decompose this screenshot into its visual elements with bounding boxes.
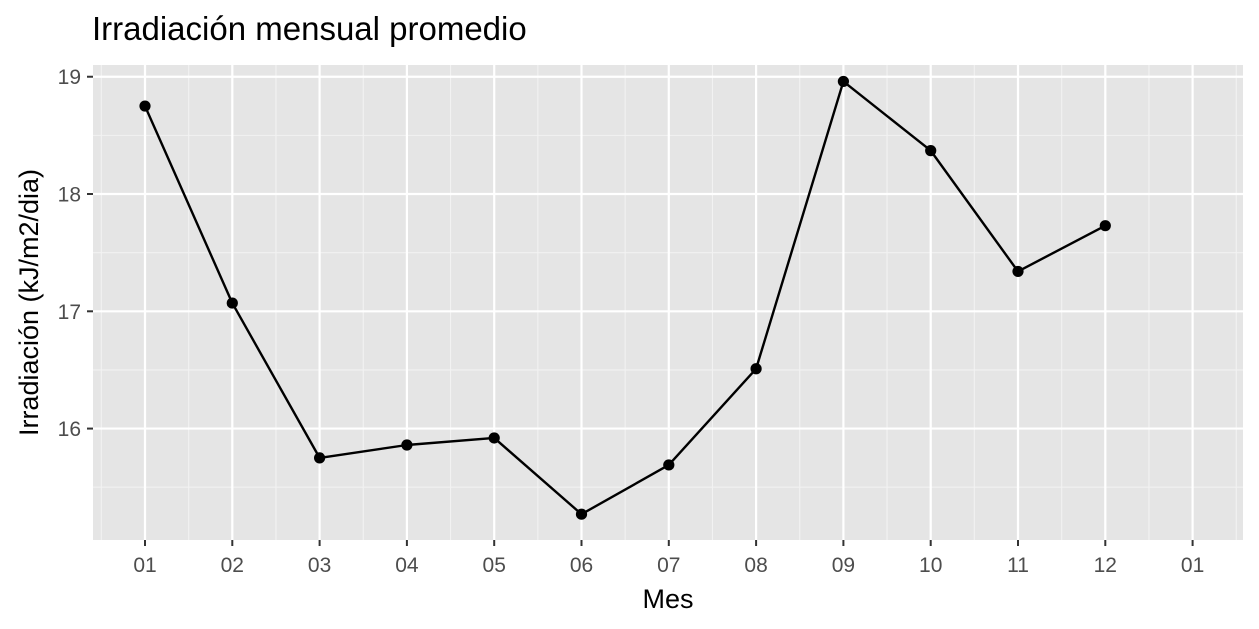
y-tick-label: 17: [58, 301, 81, 324]
x-tick-label: 11: [1007, 554, 1029, 577]
data-point: [139, 100, 151, 112]
x-tick-label: 03: [308, 554, 331, 577]
data-point: [925, 145, 937, 157]
x-tick-label: 05: [483, 554, 506, 577]
x-tick-label: 07: [657, 554, 680, 577]
x-tick-label: 06: [570, 554, 593, 577]
data-point: [488, 432, 500, 444]
data-point: [1099, 220, 1111, 232]
data-point: [1012, 265, 1024, 278]
grid-major: [93, 65, 1243, 540]
x-tick-label: 09: [832, 554, 855, 577]
series-layer: [139, 75, 1111, 520]
series-line: [143, 80, 1106, 516]
y-tick-label: 18: [58, 184, 81, 207]
y-tick-label: 16: [58, 418, 81, 441]
x-tick-label: 02: [221, 554, 244, 577]
x-tick-label: 01: [1181, 554, 1204, 577]
x-tick-label: 10: [919, 554, 942, 577]
x-axis-title: Mes: [642, 584, 693, 614]
x-tick-label: 01: [133, 554, 156, 577]
y-axis: 16 17 18 19: [58, 66, 93, 441]
data-point: [837, 75, 850, 88]
data-point: [750, 363, 762, 375]
data-point: [575, 508, 588, 520]
data-point: [663, 459, 675, 471]
data-point: [226, 297, 238, 309]
y-axis-title: Irradiación (kJ/m2/dia): [14, 169, 44, 436]
x-axis: 01 02 03 04 05 06 07 08 09 10 11 12 01: [133, 540, 1204, 577]
x-tick-label: 08: [744, 554, 767, 577]
data-point: [401, 439, 413, 451]
y-tick-label: 19: [58, 66, 81, 89]
chart-title: Irradiación mensual promedio: [92, 10, 527, 47]
x-tick-label: 04: [395, 554, 419, 577]
data-point: [314, 452, 326, 464]
x-tick-label: 12: [1094, 554, 1117, 577]
